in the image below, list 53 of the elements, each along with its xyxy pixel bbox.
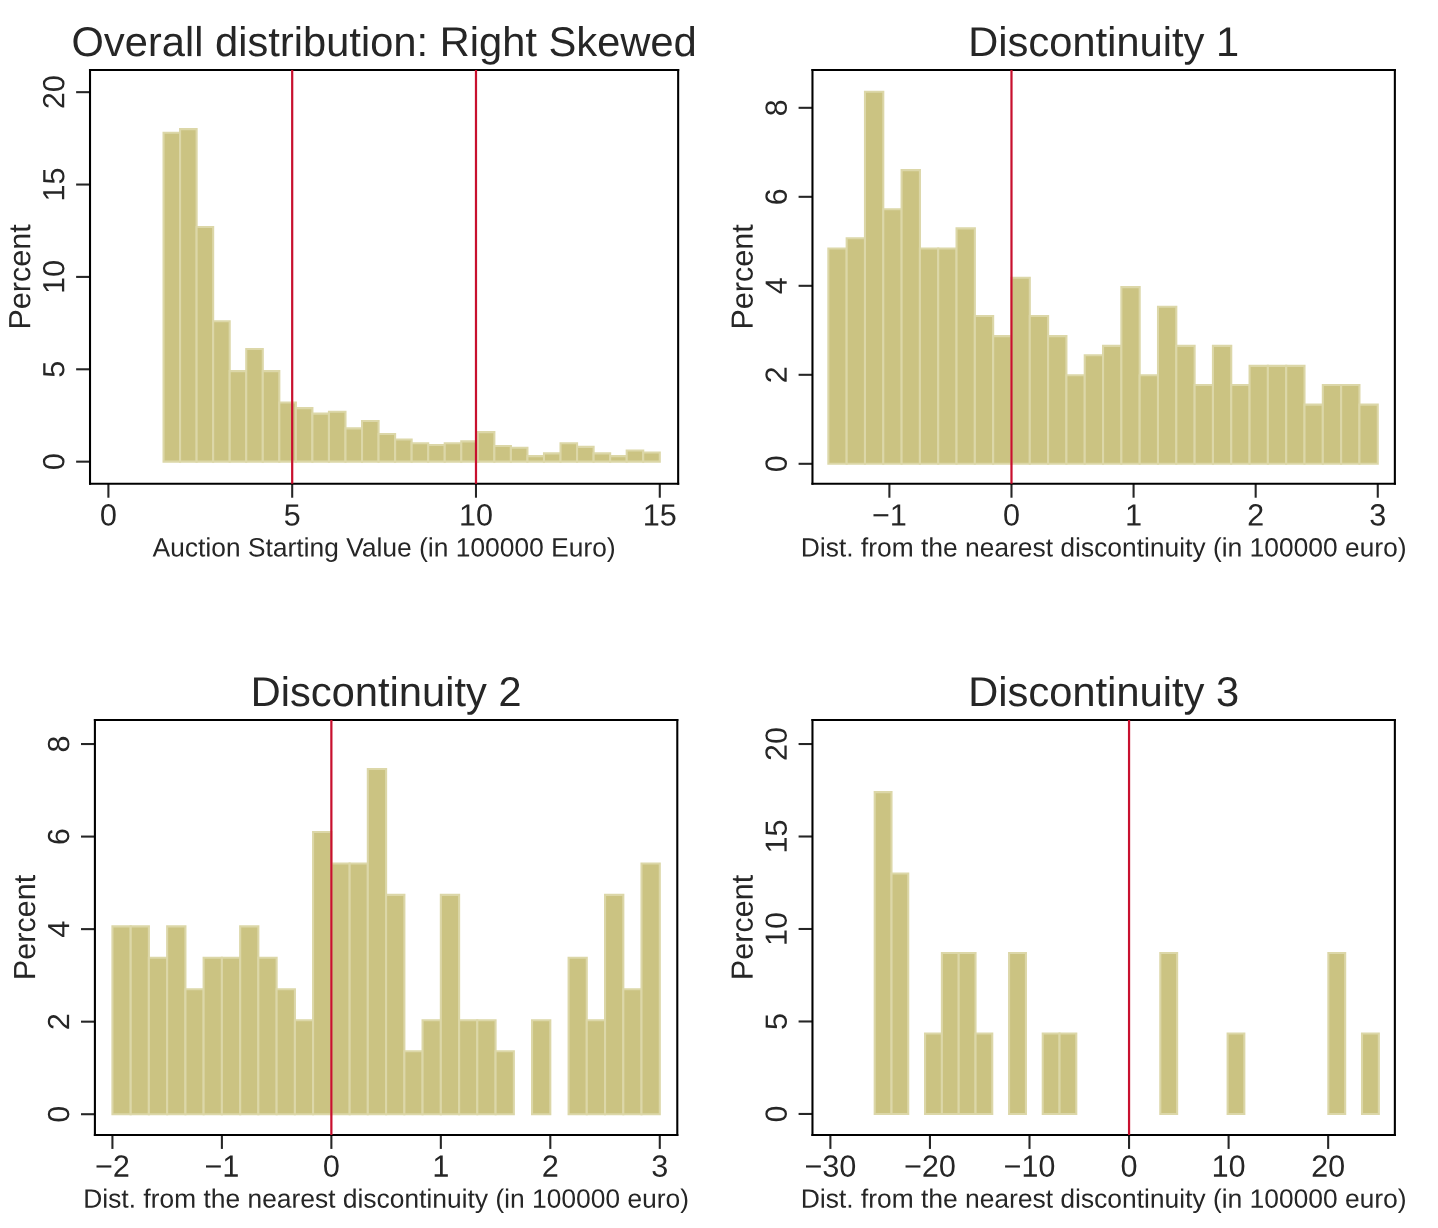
x-tick-label: 2: [1248, 504, 1263, 526]
x-tick-label: 0: [101, 504, 116, 526]
y-tick-label: 0: [765, 456, 787, 472]
chart-title: Discontinuity 1: [971, 25, 1238, 65]
y-tick-label: 4: [765, 278, 787, 294]
y-tick-label: 2: [47, 1014, 70, 1029]
x-tick-label: 10: [1213, 1155, 1245, 1177]
y-tick-label: 10: [42, 261, 65, 292]
y-axis-title: Percent: [9, 224, 31, 328]
x-tick-label: −30: [805, 1155, 856, 1177]
chart-title: Discontinuity 2: [254, 675, 520, 715]
x-axis-title: Dist. from the nearest discontinuity (in 100000 euro): [85, 1188, 688, 1214]
x-tick-label: −1: [873, 504, 906, 526]
x-axis-title: Dist. from the nearest discontinuity (in 100000 euro): [802, 1188, 1405, 1214]
y-tick-label: 4: [48, 921, 70, 937]
x-tick-label: 20: [1312, 1155, 1344, 1177]
x-tick-label: 1: [1127, 504, 1141, 526]
x-axis-title: Dist. from the nearest discontinuity (in 100000 euro): [802, 537, 1405, 562]
y-tick-label: 8: [765, 100, 787, 115]
y-tick-label: 5: [765, 1014, 787, 1029]
y-tick-label: 10: [765, 913, 787, 944]
x-tick-label: 5: [284, 504, 300, 526]
x-axis-title: Auction Starting Value (in 100000 Euro): [152, 537, 615, 562]
y-tick-label: 15: [765, 820, 787, 852]
y-tick-label: 8: [47, 736, 70, 752]
y-tick-label: 6: [47, 829, 70, 844]
x-tick-label: 15: [645, 504, 676, 526]
y-tick-label: 15: [43, 168, 65, 200]
x-tick-label: −10: [1005, 1155, 1055, 1177]
y-axis-title: Percent: [14, 875, 36, 978]
y-tick-label: 0: [42, 454, 65, 469]
x-tick-label: 10: [461, 504, 492, 526]
x-tick-label: 0: [1004, 504, 1019, 526]
y-axis-title: Percent: [731, 224, 753, 328]
x-tick-label: −2: [96, 1155, 129, 1177]
y-tick-label: 5: [43, 362, 65, 377]
x-tick-label: 1: [434, 1155, 448, 1177]
y-tick-label: 0: [765, 1106, 787, 1122]
x-tick-label: 3: [652, 1155, 667, 1177]
x-tick-label: −20: [905, 1155, 955, 1177]
chart-title: Discontinuity 3: [971, 675, 1238, 715]
x-tick-label: −1: [205, 1155, 238, 1177]
x-tick-label: 3: [1370, 504, 1385, 526]
y-tick-label: 0: [47, 1106, 70, 1122]
y-tick-label: 20: [42, 76, 65, 108]
x-tick-label: 0: [1121, 1155, 1137, 1177]
y-tick-label: 2: [765, 367, 787, 382]
x-tick-label: 2: [543, 1155, 558, 1177]
y-axis-title: Percent: [731, 875, 753, 978]
y-tick-label: 6: [765, 189, 787, 204]
y-tick-label: 20: [765, 728, 787, 760]
x-tick-label: 0: [324, 1155, 339, 1177]
chart-title: Overall distribution: Right Skewed: [73, 25, 695, 65]
